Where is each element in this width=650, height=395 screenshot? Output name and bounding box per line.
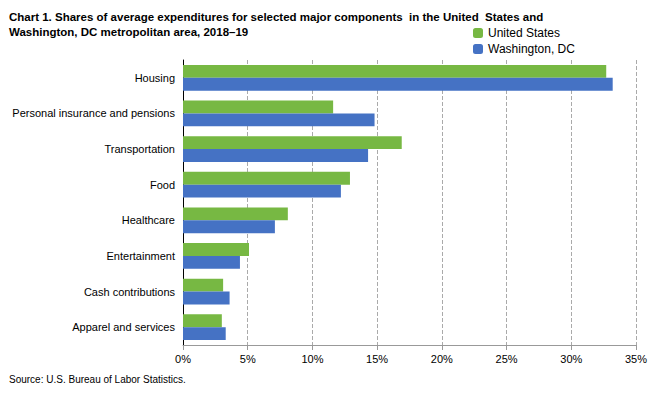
svg-text:Cash contributions: Cash contributions <box>84 286 176 298</box>
svg-text:Washington, DC metropolitan ar: Washington, DC metropolitan area, 2018–1… <box>9 26 248 38</box>
svg-text:15%: 15% <box>366 353 388 365</box>
svg-text:Healthcare: Healthcare <box>122 214 175 226</box>
svg-text:United States: United States <box>488 26 560 40</box>
svg-text:30%: 30% <box>560 353 582 365</box>
svg-text:25%: 25% <box>496 353 518 365</box>
svg-text:Transportation: Transportation <box>104 143 175 155</box>
svg-text:Chart 1. Shares of average exp: Chart 1. Shares of average expenditures … <box>9 11 543 23</box>
svg-text:Entertainment: Entertainment <box>107 250 175 262</box>
svg-text:Apparel and services: Apparel and services <box>72 321 175 333</box>
svg-text:10%: 10% <box>301 353 323 365</box>
svg-text:35%: 35% <box>625 353 647 365</box>
svg-text:Housing: Housing <box>135 72 175 84</box>
svg-text:Personal insurance and pension: Personal insurance and pensions <box>12 107 175 119</box>
svg-text:Food: Food <box>150 179 175 191</box>
svg-text:5%: 5% <box>240 353 256 365</box>
svg-text:0%: 0% <box>175 353 191 365</box>
svg-text:Washington, DC: Washington, DC <box>488 42 575 56</box>
svg-text:20%: 20% <box>431 353 453 365</box>
svg-text:Source: U.S. Bureau of Labor S: Source: U.S. Bureau of Labor Statistics. <box>9 374 186 385</box>
